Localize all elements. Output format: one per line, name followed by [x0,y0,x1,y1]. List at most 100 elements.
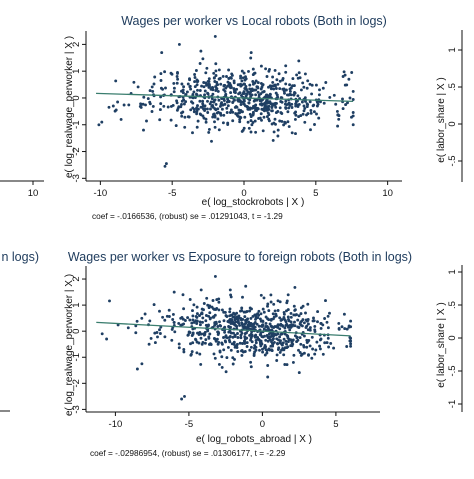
data-point [249,345,253,349]
data-point [212,307,216,311]
data-point [312,110,316,114]
data-point [272,87,276,91]
data-point [244,284,248,288]
data-point [233,357,236,361]
data-point [310,335,314,339]
data-point [328,95,332,99]
data-point [318,344,322,348]
data-point [309,111,313,115]
data-point [188,85,192,89]
data-point [270,122,274,126]
data-point [225,106,229,110]
data-point [297,71,301,75]
data-point [207,130,211,134]
data-point [159,102,163,106]
y-tick-label: -.5 [447,155,458,166]
data-point [268,92,272,96]
data-point [144,103,147,107]
y-axis-label: e( log_realwage_perworker | X ) [64,36,75,178]
fit-line [96,92,354,103]
data-point [251,80,255,83]
data-point [319,337,323,341]
x-tick-label: -5 [185,419,193,430]
data-point [269,87,273,91]
data-point [158,118,162,122]
data-point [273,309,277,313]
data-point [240,83,244,87]
data-point [272,332,276,336]
data-point [325,320,329,324]
data-point [276,309,280,312]
data-point [217,308,221,312]
data-point [163,335,167,339]
data-point [286,293,290,297]
data-point [183,394,186,398]
data-point [176,77,180,81]
data-point [248,309,252,313]
data-point [299,312,303,316]
data-point [269,84,273,88]
data-point [323,317,327,320]
x-tick-label: 0 [241,188,246,199]
data-point [201,102,205,106]
data-point [303,120,307,124]
data-point [310,83,314,87]
data-point [304,311,307,315]
data-point [159,95,163,99]
data-point [335,109,339,113]
data-point [274,312,278,316]
data-point [297,348,300,352]
y-tick-label: -1 [447,400,458,408]
data-point [272,130,276,134]
data-point [172,320,176,324]
data-point [347,77,351,81]
data-point [152,303,156,307]
data-point [253,350,257,354]
data-point [221,74,225,78]
data-point [223,102,227,106]
data-point [215,87,219,91]
data-point [283,363,287,366]
data-point [254,88,258,92]
data-point [216,333,220,336]
data-point [260,85,264,89]
data-point [264,321,268,325]
data-point [351,114,355,118]
data-point [278,350,282,354]
data-point [182,307,186,311]
data-point [253,321,257,324]
data-point [289,93,293,97]
data-point [250,123,254,127]
data-point [314,348,318,352]
data-point [206,91,210,95]
data-point [232,322,236,326]
data-point [224,86,228,90]
data-point [232,88,236,92]
data-point [302,321,306,325]
data-point [193,73,197,76]
data-point [262,115,266,119]
data-point [233,317,237,320]
data-point [210,97,214,101]
data-point [220,101,224,105]
data-point [240,349,243,353]
data-point [294,132,297,136]
data-point [145,119,148,123]
data-point [208,332,212,336]
data-point [163,318,167,322]
y-tick-label: -2 [71,147,82,155]
data-point [191,101,195,105]
y-axis-label: e( log_realwage_perworker | X ) [64,274,75,416]
data-point [282,123,286,127]
data-point [182,102,186,106]
data-point [273,103,277,107]
data-point [305,102,309,106]
data-point [186,316,190,320]
data-point [215,80,219,84]
data-point [180,111,183,115]
data-point [257,324,261,328]
data-point [282,312,286,316]
data-point [256,86,260,90]
data-point [282,348,286,352]
data-point [208,311,212,315]
